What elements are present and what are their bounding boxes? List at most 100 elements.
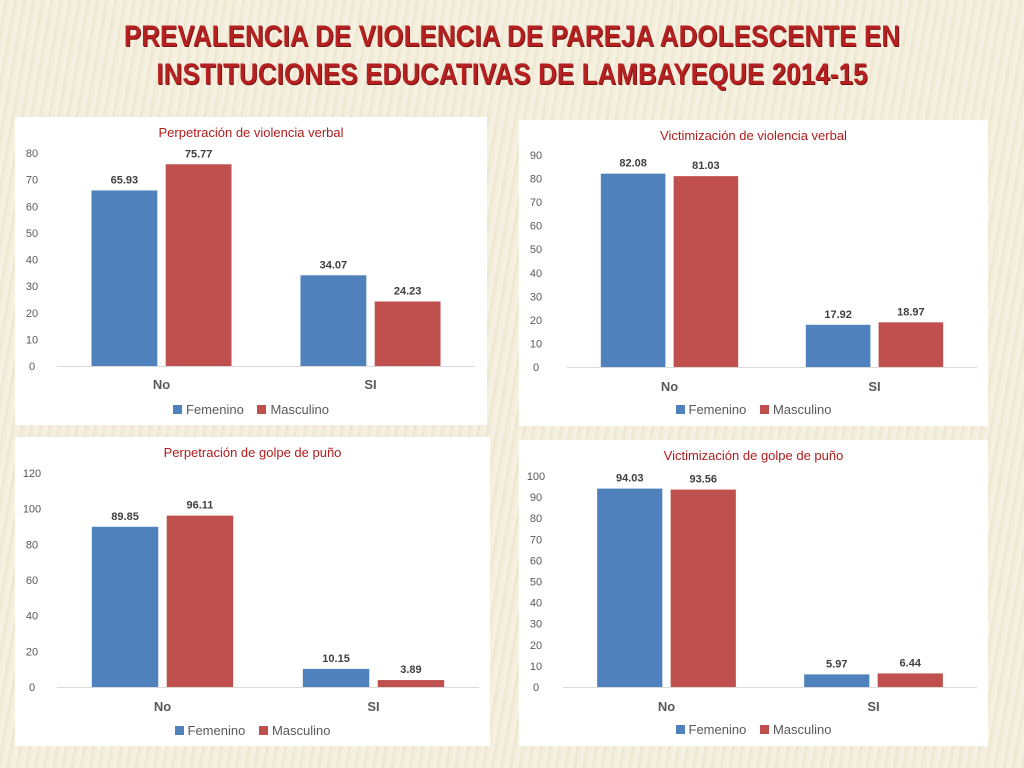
slide-title-line-2: INSTITUCIONES EDUCATIVAS DE LAMBAYEQUE 2… xyxy=(156,58,868,91)
data-label: 96.11 xyxy=(186,500,213,512)
bar-masculino-no xyxy=(673,176,739,367)
y-tick-label: 10 xyxy=(26,334,38,346)
y-tick-label: 120 xyxy=(23,468,41,480)
legend-label: Masculino xyxy=(271,723,331,738)
legend-label: Femenino xyxy=(187,723,246,738)
y-tick-label: 80 xyxy=(26,148,38,160)
data-label: 17.92 xyxy=(824,309,852,321)
slide-title: PREVALENCIA DE VIOLENCIA DE PAREJA ADOLE… xyxy=(72,18,953,94)
data-label: 5.97 xyxy=(826,658,847,670)
y-tick-label: 60 xyxy=(26,575,38,587)
legend-label: Femenino xyxy=(688,402,747,417)
chart-legend: Femenino Masculino xyxy=(15,402,487,417)
y-tick-label: 50 xyxy=(530,244,542,256)
chart-title: Perpetración de golpe de puño xyxy=(163,445,342,460)
legend-swatch-masculino xyxy=(257,405,267,414)
legend-label: Masculino xyxy=(270,402,329,417)
bar-masculino-no xyxy=(166,515,234,687)
category-label: SI xyxy=(364,377,376,392)
y-tick-label: 0 xyxy=(29,361,35,373)
category-label: No xyxy=(661,379,678,394)
y-tick-label: 70 xyxy=(530,534,542,546)
y-tick-label: 40 xyxy=(26,611,38,623)
chart-panel-victimizacion-verbal: Victimización de violencia verbal 0 10 20 3… xyxy=(519,120,988,426)
data-label: 89.85 xyxy=(111,511,139,523)
y-tick-label: 100 xyxy=(527,471,545,483)
legend-swatch-femenino xyxy=(675,405,685,414)
legend-swatch-femenino xyxy=(174,726,184,735)
data-label: 3.89 xyxy=(400,664,421,676)
y-tick-label: 20 xyxy=(26,308,38,320)
data-label: 82.08 xyxy=(619,158,647,170)
chart-title: Victimización de golpe de puño xyxy=(663,448,844,463)
legend-item-femenino: Femenino xyxy=(675,402,747,417)
category-label: No xyxy=(658,699,675,714)
chart-title: Victimización de violencia verbal xyxy=(660,128,847,143)
y-tick-label: 90 xyxy=(530,492,542,504)
bar-femenino-si xyxy=(302,668,370,687)
y-tick-label: 70 xyxy=(26,175,38,187)
data-label: 18.97 xyxy=(897,306,925,318)
bar-chart: 0 10 20 30 40 50 60 70 80 90 100 94.03 93.56 No 5.97 6.… xyxy=(527,471,977,714)
category-label: No xyxy=(154,699,171,714)
y-tick-label: 70 xyxy=(530,197,542,209)
y-tick-label: 30 xyxy=(530,619,542,631)
bar-chart: 0 10 20 30 40 50 60 70 80 90 82.08 81.03 No 17.92 18.9… xyxy=(530,150,977,394)
y-tick-label: 20 xyxy=(26,646,38,658)
legend-label: Masculino xyxy=(772,722,832,737)
y-tick-label: 10 xyxy=(530,338,542,350)
legend-item-masculino: Masculino xyxy=(759,402,832,417)
chart-panel-perpetracion-golpe: Perpetración de golpe de puño 0 20 40 60 80 1… xyxy=(15,437,490,746)
y-tick-label: 60 xyxy=(26,201,38,213)
y-tick-label: 80 xyxy=(530,174,542,186)
bar-femenino-no xyxy=(600,173,666,367)
data-label: 65.93 xyxy=(111,174,139,186)
legend-label: Femenino xyxy=(186,402,244,417)
category-label: No xyxy=(153,377,170,392)
legend-item-masculino: Masculino xyxy=(759,722,832,737)
bar-masculino-no xyxy=(165,164,232,366)
data-label: 94.03 xyxy=(616,473,644,485)
y-tick-label: 60 xyxy=(530,555,542,567)
bar-masculino-si xyxy=(377,680,445,687)
data-label: 10.15 xyxy=(322,653,350,665)
category-label: SI xyxy=(367,699,379,714)
y-tick-label: 0 xyxy=(29,682,35,694)
bar-masculino-si xyxy=(374,301,441,366)
data-label: 6.44 xyxy=(900,657,922,669)
y-tick-label: 50 xyxy=(530,577,542,589)
bar-femenino-si xyxy=(804,674,870,687)
chart-legend: Femenino Masculino xyxy=(519,402,988,417)
bar-masculino-si xyxy=(877,673,943,687)
y-tick-label: 30 xyxy=(530,291,542,303)
bar-femenino-no xyxy=(597,488,663,687)
bar-chart: 0 10 20 30 40 50 60 70 80 65.93 75.77 No 34.07 24.23 S… xyxy=(26,148,475,392)
chart-legend: Femenino Masculino xyxy=(15,723,490,738)
bar-femenino-si xyxy=(300,275,367,366)
legend-item-masculino: Masculino xyxy=(257,402,329,417)
legend-swatch-femenino xyxy=(675,725,685,734)
legend-label: Masculino xyxy=(772,402,832,417)
legend-swatch-femenino xyxy=(173,405,183,414)
chart-panel-perpetracion-verbal: Perpetración de violencia verbal 0 10 20 30… xyxy=(15,117,487,425)
bar-femenino-no xyxy=(91,526,159,687)
category-label: SI xyxy=(867,699,879,714)
bar-femenino-no xyxy=(91,190,158,366)
data-label: 93.56 xyxy=(689,474,717,486)
bar-femenino-si xyxy=(805,324,871,367)
bar-masculino-no xyxy=(670,489,736,687)
y-tick-label: 20 xyxy=(530,315,542,327)
data-label: 24.23 xyxy=(394,285,422,297)
category-label: SI xyxy=(868,379,880,394)
chart-legend: Femenino Masculino xyxy=(519,722,988,737)
legend-label: Femenino xyxy=(688,722,747,737)
y-tick-label: 80 xyxy=(26,539,38,551)
y-tick-label: 20 xyxy=(530,640,542,652)
y-tick-label: 60 xyxy=(530,221,542,233)
bar-chart: 0 20 40 60 80 100 120 89.85 96.11 No 10.15 3.89 SI xyxy=(23,468,479,714)
legend-item-masculino: Masculino xyxy=(258,723,331,738)
chart-title: Perpetración de violencia verbal xyxy=(158,125,344,140)
y-tick-label: 100 xyxy=(23,504,41,516)
chart-panel-victimizacion-golpe: Victimización de golpe de puño 0 10 20 30 40… xyxy=(519,440,988,746)
legend-item-femenino: Femenino xyxy=(173,402,244,417)
